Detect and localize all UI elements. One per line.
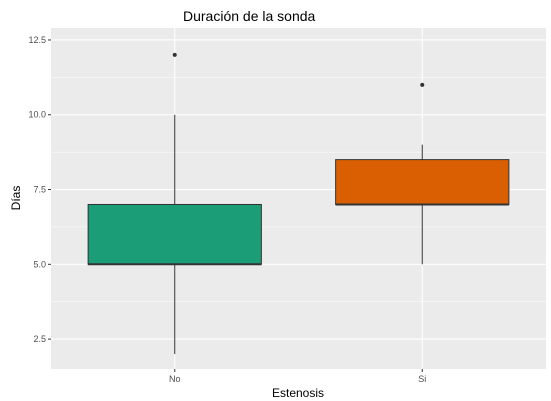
y-tick-label: 12.5 bbox=[28, 35, 46, 45]
y-tick-label: 2.5 bbox=[33, 334, 46, 344]
outlier-point bbox=[172, 52, 177, 57]
x-axis-title: Estenosis bbox=[272, 386, 324, 400]
box-no bbox=[87, 52, 262, 355]
box-si bbox=[335, 82, 510, 265]
y-axis-title: Días bbox=[9, 186, 23, 211]
x-axis-ticks: No Si bbox=[169, 369, 426, 384]
boxplot-boxes bbox=[87, 52, 510, 355]
y-axis-ticks: 2.5 5.0 7.5 10.0 12.5 bbox=[28, 35, 51, 344]
x-tick-label: No bbox=[169, 374, 181, 384]
chart-title: Duración de la sonda bbox=[183, 8, 316, 24]
y-tick-label: 5.0 bbox=[33, 259, 46, 269]
y-tick-label: 7.5 bbox=[33, 185, 46, 195]
x-tick-label: Si bbox=[418, 374, 426, 384]
outlier-point bbox=[420, 82, 425, 87]
box-body bbox=[335, 159, 510, 205]
y-tick-label: 10.0 bbox=[28, 110, 46, 120]
box-body bbox=[87, 203, 262, 265]
